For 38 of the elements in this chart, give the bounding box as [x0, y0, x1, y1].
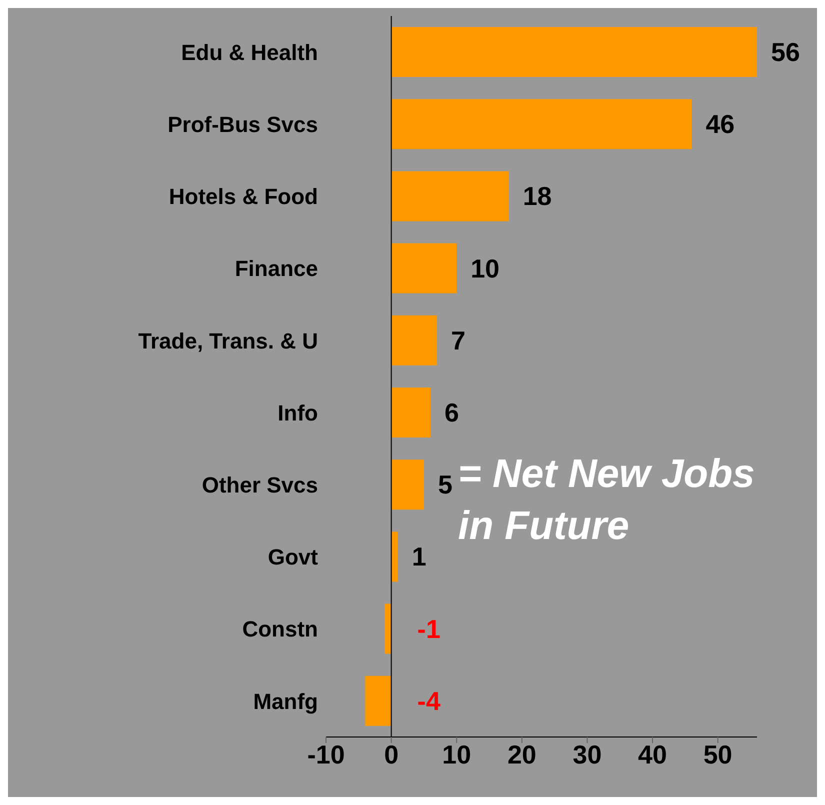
bar [391, 532, 398, 582]
bar [391, 171, 509, 222]
y-tick-label: Prof-Bus Svcs [168, 112, 318, 137]
data-label: 56 [771, 37, 800, 67]
data-label: 10 [470, 253, 500, 284]
bar [384, 604, 392, 654]
bar [391, 388, 430, 438]
y-tick-label: Finance [234, 256, 318, 282]
x-tick-label: -10 [307, 739, 345, 770]
y-tick-label: Trade, Trans. & U [138, 328, 318, 354]
data-label: 6 [444, 398, 459, 428]
bar [391, 99, 692, 150]
bar [391, 460, 424, 510]
x-tick-label: 0 [384, 739, 399, 770]
bar [391, 315, 438, 366]
data-label: 5 [438, 470, 452, 500]
bar [365, 676, 392, 726]
data-label: -1 [417, 614, 440, 644]
x-tick-label: 30 [572, 739, 602, 770]
data-label: 46 [706, 109, 735, 140]
data-label: -4 [417, 686, 441, 716]
y-tick-label: Manfg [253, 688, 318, 714]
y-tick-label: Edu & Health [181, 40, 318, 65]
y-tick-label: Hotels & Food [168, 184, 318, 210]
data-label: 1 [412, 542, 426, 572]
x-tick-label: 20 [507, 739, 536, 770]
data-label: 18 [522, 181, 552, 212]
bar [391, 27, 757, 77]
y-tick-label: Constn [242, 616, 318, 642]
data-label: 7 [451, 325, 466, 356]
y-tick-label: Other Svcs [202, 472, 318, 498]
x-tick-label: 40 [638, 739, 667, 770]
annotation: = Net New Jobs in Future [458, 451, 756, 550]
x-tick-label: 50 [703, 739, 732, 770]
x-tick-label: 10 [442, 739, 472, 770]
y-tick-label: Info [278, 400, 318, 426]
bar [391, 243, 457, 294]
y-tick-label: Govt [268, 544, 319, 570]
